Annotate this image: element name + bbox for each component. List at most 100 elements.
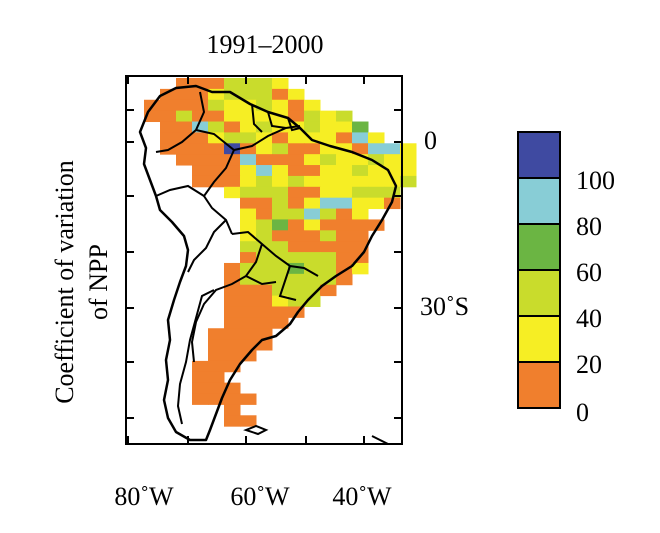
grid-cell	[224, 175, 241, 188]
grid-cell	[352, 241, 369, 253]
grid-cell	[240, 78, 257, 90]
grid-cell	[208, 99, 225, 112]
grid-cell	[336, 175, 353, 188]
grid-cell	[272, 78, 289, 90]
grid-cell	[288, 143, 305, 155]
grid-cell	[288, 175, 305, 188]
grid-cell	[240, 143, 257, 155]
grid-cell	[288, 99, 305, 112]
grid-cell	[256, 306, 273, 318]
grid-cell	[176, 132, 193, 144]
grid-cell	[368, 132, 385, 144]
grid-cell	[256, 78, 273, 90]
continent-outline	[138, 84, 398, 442]
grid-cell	[240, 393, 257, 405]
grid-cell	[208, 110, 225, 123]
grid-cell	[208, 121, 225, 133]
grid-cell	[240, 306, 257, 318]
grid-cell	[240, 175, 257, 188]
grid-cell	[368, 143, 385, 155]
grid-cell	[288, 110, 305, 123]
grid-cell	[272, 143, 289, 155]
grid-cell	[272, 208, 289, 220]
grid-cell	[256, 317, 273, 329]
grid-cell	[240, 132, 257, 144]
grid-cell	[192, 371, 209, 384]
grid-cell	[384, 154, 401, 166]
grid-cell	[272, 284, 289, 297]
grid-cell	[320, 197, 337, 210]
grid-cell	[224, 273, 241, 286]
grid-cell	[352, 154, 369, 166]
grid-cell	[256, 154, 273, 166]
grid-cell	[272, 165, 289, 177]
grid-cell	[320, 273, 337, 286]
grid-cell	[192, 121, 209, 133]
grid-cell	[400, 143, 417, 155]
grid-cell	[256, 273, 273, 286]
grid-cell	[288, 230, 305, 242]
grid-cell	[336, 262, 353, 275]
colorbar-segment-1	[517, 177, 561, 225]
grid-cell	[208, 350, 225, 362]
grid-cell	[208, 165, 225, 177]
grid-cell	[256, 284, 273, 297]
map-title: 1991–2000	[206, 30, 324, 59]
grid-cell	[160, 132, 177, 144]
grid-cell	[320, 143, 337, 155]
grid-cell	[352, 197, 369, 210]
grid-cell	[304, 252, 321, 264]
grid-cell	[256, 339, 273, 351]
grid-cell	[368, 175, 385, 188]
grid-cell	[368, 165, 385, 177]
grid-cell	[176, 143, 193, 155]
grid-cell	[288, 165, 305, 177]
grid-cell	[256, 121, 273, 133]
colorbar-segment-4	[517, 315, 561, 363]
grid-cell	[304, 99, 321, 112]
grid-cell	[304, 273, 321, 286]
grid-cell	[336, 132, 353, 144]
grid-cell	[240, 88, 257, 101]
grid-cell	[400, 175, 417, 188]
grid-cell	[240, 317, 257, 329]
grid-cell	[240, 99, 257, 112]
grid-cell	[288, 284, 305, 297]
grid-cell	[320, 165, 337, 177]
grid-cell	[224, 317, 241, 329]
colorbar-label-100: 100	[576, 166, 615, 195]
grid-cell	[320, 230, 337, 242]
grid-cell	[160, 88, 177, 101]
axis-ticks	[126, 76, 402, 444]
grid-cell	[240, 208, 257, 220]
grid-cell	[304, 284, 321, 297]
grid-cell	[256, 230, 273, 242]
grid-cell	[176, 110, 193, 123]
grid-cell	[352, 230, 369, 242]
grid-cell	[304, 175, 321, 188]
grid-cell	[272, 99, 289, 112]
grid-cell	[256, 88, 273, 101]
grid-cell	[208, 175, 225, 188]
grid-cell	[224, 339, 241, 351]
grid-cell	[336, 208, 353, 220]
grid-cell	[256, 143, 273, 155]
grid-cell	[192, 175, 209, 188]
grid-cell	[336, 273, 353, 286]
grid-cell	[224, 121, 241, 133]
grid-cell	[224, 110, 241, 123]
colorbar-label-60: 60	[576, 258, 602, 287]
grid-cell	[352, 132, 369, 144]
grid-cell	[240, 165, 257, 177]
grid-cell	[272, 252, 289, 264]
grid-cell	[224, 132, 241, 144]
grid-cell	[288, 252, 305, 264]
grid-cell	[304, 262, 321, 275]
grid-cell	[240, 197, 257, 210]
grid-cell	[208, 382, 225, 395]
colorbar-segment-2	[517, 223, 561, 271]
grid-cell	[224, 186, 241, 199]
grid-cell	[304, 295, 321, 307]
grid-cell	[304, 110, 321, 123]
grid-cell	[176, 88, 193, 101]
